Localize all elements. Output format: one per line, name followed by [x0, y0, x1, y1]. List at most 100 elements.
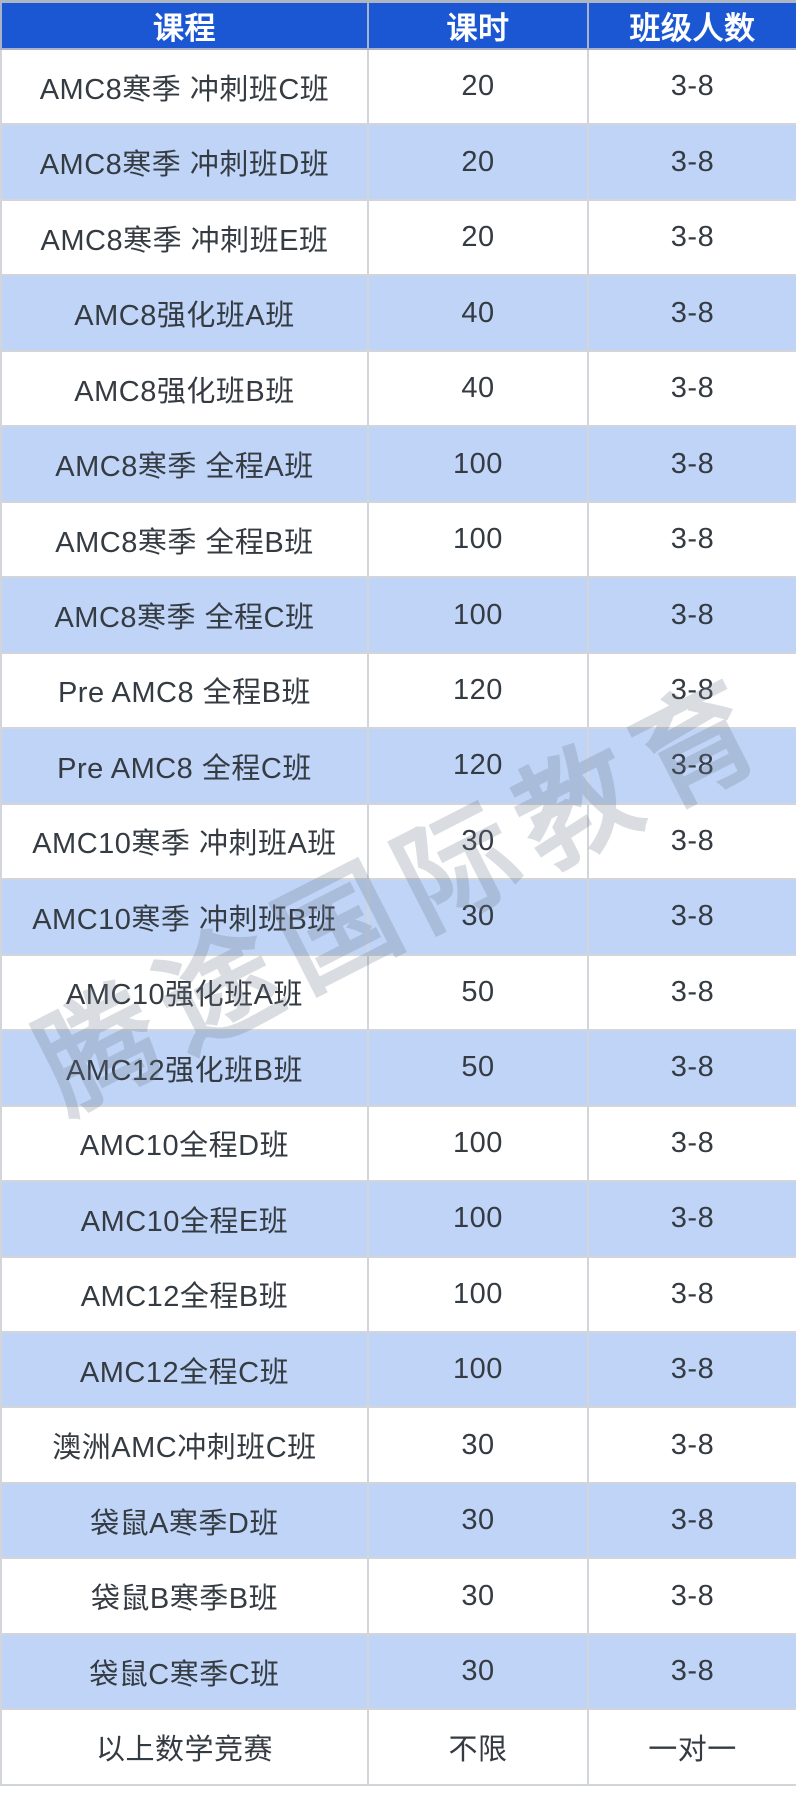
- class-size-cell: 3-8: [587, 1330, 796, 1409]
- class-size-cell: 3-8: [587, 576, 796, 654]
- class-size-cell: 3-8: [587, 274, 796, 352]
- class-size-cell: 3-8: [587, 198, 796, 277]
- hours-cell: 40: [367, 274, 589, 352]
- hours-cell: 30: [367, 1557, 589, 1635]
- table-row: AMC10寒季 冲刺班A班 30 3-8: [0, 802, 796, 881]
- course-cell: AMC10全程E班: [0, 1180, 369, 1258]
- table-body: AMC8寒季 冲刺班C班 20 3-8 AMC8寒季 冲刺班D班 20 3-8 AMC8寒季…: [0, 47, 796, 1786]
- hours-cell: 50: [367, 1029, 589, 1107]
- course-cell: AMC8强化班B班: [0, 349, 369, 428]
- course-cell: AMC8寒季 冲刺班E班: [0, 198, 369, 277]
- header-row: 课程 课时 班级人数: [0, 0, 796, 50]
- table-row: Pre AMC8 全程C班 120 3-8: [0, 727, 796, 805]
- table-row: 袋鼠B寒季B班 30 3-8: [0, 1557, 796, 1635]
- table-row: AMC8寒季 冲刺班C班 20 3-8: [0, 47, 796, 126]
- class-size-cell: 3-8: [587, 500, 796, 579]
- column-header-course: 课程: [0, 0, 369, 50]
- hours-cell: 50: [367, 953, 589, 1032]
- course-cell: AMC10寒季 冲刺班A班: [0, 802, 369, 881]
- hours-cell: 不限: [367, 1708, 589, 1786]
- table-row: AMC8寒季 冲刺班D班 20 3-8: [0, 123, 796, 201]
- table-row: AMC8寒季 全程B班 100 3-8: [0, 500, 796, 579]
- course-cell: 澳洲AMC冲刺班C班: [0, 1406, 369, 1484]
- table-row: Pre AMC8 全程B班 120 3-8: [0, 651, 796, 730]
- course-cell: 袋鼠A寒季D班: [0, 1481, 369, 1560]
- column-header-class-size: 班级人数: [587, 0, 796, 50]
- class-size-cell: 3-8: [587, 47, 796, 126]
- table-row: 澳洲AMC冲刺班C班 30 3-8: [0, 1406, 796, 1484]
- course-cell: AMC8寒季 冲刺班C班: [0, 47, 369, 126]
- class-size-cell: 3-8: [587, 1255, 796, 1333]
- course-cell: AMC12全程C班: [0, 1330, 369, 1409]
- class-size-cell: 3-8: [587, 802, 796, 881]
- class-size-cell: 3-8: [587, 651, 796, 730]
- course-cell: Pre AMC8 全程B班: [0, 651, 369, 730]
- table-row: 以上数学竞赛 不限 一对一: [0, 1708, 796, 1786]
- table-row: AMC10全程D班 100 3-8: [0, 1104, 796, 1183]
- hours-cell: 100: [367, 1255, 589, 1333]
- table-row: AMC12全程B班 100 3-8: [0, 1255, 796, 1333]
- hours-cell: 20: [367, 198, 589, 277]
- table-row: AMC8寒季 全程C班 100 3-8: [0, 576, 796, 654]
- class-size-cell: 3-8: [587, 1632, 796, 1711]
- table-row: 袋鼠C寒季C班 30 3-8: [0, 1632, 796, 1711]
- hours-cell: 20: [367, 123, 589, 201]
- hours-cell: 30: [367, 1632, 589, 1711]
- class-size-cell: 一对一: [587, 1708, 796, 1786]
- class-size-cell: 3-8: [587, 953, 796, 1032]
- class-size-cell: 3-8: [587, 1557, 796, 1635]
- class-size-cell: 3-8: [587, 1481, 796, 1560]
- class-size-cell: 3-8: [587, 425, 796, 503]
- hours-cell: 30: [367, 878, 589, 956]
- course-cell: AMC10强化班A班: [0, 953, 369, 1032]
- hours-cell: 40: [367, 349, 589, 428]
- hours-cell: 120: [367, 651, 589, 730]
- course-cell: AMC10全程D班: [0, 1104, 369, 1183]
- class-size-cell: 3-8: [587, 727, 796, 805]
- table-row: AMC12全程C班 100 3-8: [0, 1330, 796, 1409]
- table-row: AMC10全程E班 100 3-8: [0, 1180, 796, 1258]
- table-row: AMC8强化班B班 40 3-8: [0, 349, 796, 428]
- course-cell: 以上数学竞赛: [0, 1708, 369, 1786]
- course-cell: Pre AMC8 全程C班: [0, 727, 369, 805]
- hours-cell: 120: [367, 727, 589, 805]
- course-cell: AMC12强化班B班: [0, 1029, 369, 1107]
- table-row: AMC10寒季 冲刺班B班 30 3-8: [0, 878, 796, 956]
- hours-cell: 100: [367, 1180, 589, 1258]
- hours-cell: 20: [367, 47, 589, 126]
- table-row: AMC8强化班A班 40 3-8: [0, 274, 796, 352]
- class-size-cell: 3-8: [587, 1029, 796, 1107]
- hours-cell: 100: [367, 576, 589, 654]
- course-cell: AMC8寒季 冲刺班D班: [0, 123, 369, 201]
- class-size-cell: 3-8: [587, 123, 796, 201]
- table-row: AMC8寒季 全程A班 100 3-8: [0, 425, 796, 503]
- hours-cell: 100: [367, 1104, 589, 1183]
- class-size-cell: 3-8: [587, 349, 796, 428]
- course-cell: AMC10寒季 冲刺班B班: [0, 878, 369, 956]
- table-row: AMC8寒季 冲刺班E班 20 3-8: [0, 198, 796, 277]
- hours-cell: 30: [367, 802, 589, 881]
- course-cell: AMC8寒季 全程C班: [0, 576, 369, 654]
- course-cell: AMC8寒季 全程B班: [0, 500, 369, 579]
- course-cell: 袋鼠B寒季B班: [0, 1557, 369, 1635]
- hours-cell: 100: [367, 1330, 589, 1409]
- course-cell: 袋鼠C寒季C班: [0, 1632, 369, 1711]
- course-cell: AMC8寒季 全程A班: [0, 425, 369, 503]
- hours-cell: 30: [367, 1406, 589, 1484]
- table-header: 课程 课时 班级人数: [0, 0, 796, 50]
- hours-cell: 100: [367, 500, 589, 579]
- course-cell: AMC8强化班A班: [0, 274, 369, 352]
- column-header-hours: 课时: [367, 0, 589, 50]
- table-row: AMC10强化班A班 50 3-8: [0, 953, 796, 1032]
- class-size-cell: 3-8: [587, 1180, 796, 1258]
- course-cell: AMC12全程B班: [0, 1255, 369, 1333]
- class-size-cell: 3-8: [587, 1406, 796, 1484]
- hours-cell: 100: [367, 425, 589, 503]
- class-size-cell: 3-8: [587, 878, 796, 956]
- table-row: AMC12强化班B班 50 3-8: [0, 1029, 796, 1107]
- hours-cell: 30: [367, 1481, 589, 1560]
- class-size-cell: 3-8: [587, 1104, 796, 1183]
- table-row: 袋鼠A寒季D班 30 3-8: [0, 1481, 796, 1560]
